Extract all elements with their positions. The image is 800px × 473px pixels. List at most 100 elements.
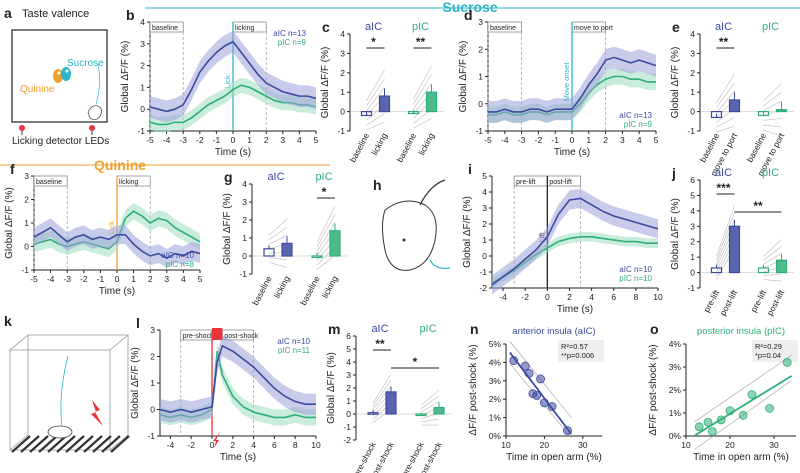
- x-tick-label: 2: [230, 440, 235, 450]
- fiber-cable: [60, 355, 69, 427]
- x-tick-label: -2: [187, 440, 195, 450]
- shock-box: [8, 334, 130, 453]
- x-tick-label: -3: [179, 135, 187, 145]
- y-tick-label: 1: [346, 396, 351, 406]
- y-tick-label: 2: [150, 352, 155, 362]
- subject-line: [413, 65, 432, 100]
- x-tick-label: -1: [551, 135, 559, 145]
- group-label: pIC: [762, 21, 779, 33]
- grid-bar: [101, 435, 121, 453]
- subject-line: [268, 235, 288, 245]
- y-tick-label: 0: [482, 251, 487, 261]
- y-tick-label: 3: [690, 48, 695, 58]
- y-tick-label: -1: [479, 267, 487, 277]
- subject-line: [716, 212, 735, 261]
- quinine-header: Quinine: [94, 157, 146, 173]
- group-label: aIC: [715, 21, 732, 33]
- x-tick-label: 3: [280, 135, 285, 145]
- group-label: pIC: [412, 21, 429, 33]
- x-tick-label: -5: [484, 135, 492, 145]
- subject-line: [372, 374, 392, 404]
- x-tick-label: 0: [231, 135, 236, 145]
- x-tick-label: 4: [181, 274, 186, 284]
- epoch-label: post-shock: [224, 333, 258, 340]
- subject-line: [413, 83, 432, 109]
- sucrose-label: Sucrose: [67, 58, 104, 69]
- arena-box: [11, 29, 108, 123]
- x-tick-label: 6: [272, 440, 277, 450]
- x-tick-label: 3: [164, 274, 169, 284]
- x-tick-label: 2: [603, 135, 608, 145]
- x-tick-label: licking: [320, 274, 340, 300]
- series-line-aIC: [159, 344, 316, 413]
- bar-aIC-move to port: [728, 99, 741, 113]
- epoch-label: post-lift: [549, 179, 572, 186]
- subject-line: [716, 91, 735, 113]
- y-tick-label: -1: [337, 126, 345, 136]
- subject-line: [763, 124, 782, 128]
- chart-title: posterior insula (pIC): [697, 326, 785, 337]
- x-axis-label: Time (s): [99, 286, 135, 297]
- series-line-aIC: [491, 197, 659, 286]
- y-tick-label: 3: [242, 197, 247, 207]
- subject-line: [763, 83, 782, 102]
- line-chart-b: -1 0 1 2 3 4 -5 -4 -3 -2 -1 0 1 2 3 4 5 Time (s) Global ΔF…: [120, 17, 319, 158]
- epoch-label: pre-lift: [516, 179, 536, 186]
- y-axis-label: Global ΔF/F (%): [458, 41, 469, 113]
- y-tick-label: 6: [690, 175, 695, 185]
- y-tick-label: 2: [690, 68, 695, 78]
- subject-line: [316, 206, 336, 243]
- y-tick-label: 1: [340, 87, 345, 97]
- group-label: pIC: [315, 171, 332, 183]
- epoch-label: baseline: [36, 179, 62, 186]
- x-tick-label: -2: [196, 135, 204, 145]
- y-tick-label: 2: [690, 237, 695, 247]
- x-tick-label: 1: [247, 135, 252, 145]
- y-tick-label: 3: [690, 221, 695, 231]
- regression-line: [694, 375, 793, 437]
- sem-band-aIC: [160, 335, 316, 423]
- y-tick-label: -1: [343, 422, 351, 432]
- x-tick-label: licking: [369, 131, 389, 157]
- subject-line: [316, 214, 336, 248]
- x-axis-label: Time in open arm (%): [693, 452, 789, 463]
- grid-bar: [11, 435, 31, 453]
- mouse-icon: [47, 425, 73, 439]
- y-tick-label: 3: [150, 325, 155, 335]
- x-tick-label: licking: [272, 274, 292, 300]
- data-point: [716, 415, 726, 425]
- data-point: [703, 417, 713, 427]
- x-tick-label: baseline: [250, 274, 274, 307]
- x-tick-label: 2: [148, 274, 153, 284]
- led-icon: [89, 125, 95, 131]
- y-tick-label: 2: [478, 44, 483, 54]
- legend-entry: pIC n=8: [166, 260, 195, 269]
- bar-pIC-licking: [329, 230, 341, 257]
- subject-line: [420, 395, 440, 410]
- mouse-body: [382, 200, 437, 271]
- y-tick-label: 1: [478, 72, 483, 82]
- y-tick-label: 0: [346, 409, 351, 419]
- regression-line: [509, 351, 572, 435]
- y-tick-label: 1%: [489, 413, 502, 423]
- line-chart-f: -1 0 1 2 3 -5 -4 -3 -2 -1 0 1 2 3 4 5 Time (s) Global ΔF/…: [4, 171, 203, 297]
- x-tick-label: 4: [251, 440, 256, 450]
- sig-label: **: [375, 337, 385, 351]
- y-tick-label: 2: [346, 383, 351, 393]
- x-axis-label: Time (s): [557, 304, 593, 315]
- y-tick-label: -1: [21, 265, 29, 275]
- y-axis-label: Global ΔF/F (%): [670, 47, 681, 119]
- data-point: [708, 426, 717, 436]
- subject-line: [763, 91, 782, 107]
- sucrose-port-highlight: [65, 69, 69, 73]
- scatter-chart-o: posterior insula (pIC) 0% 1% 2% 3% 4% 10 20 30 Ti…: [648, 326, 798, 463]
- subject-line: [420, 418, 440, 423]
- led-caption: Licking detector LEDs: [12, 136, 109, 147]
- y-tick-label: 4: [346, 357, 351, 367]
- y-tick-label: 0: [690, 268, 695, 278]
- y-tick-label: 0: [340, 107, 345, 117]
- x-tick-label: -2: [521, 292, 529, 302]
- panel-letter: o: [650, 321, 659, 337]
